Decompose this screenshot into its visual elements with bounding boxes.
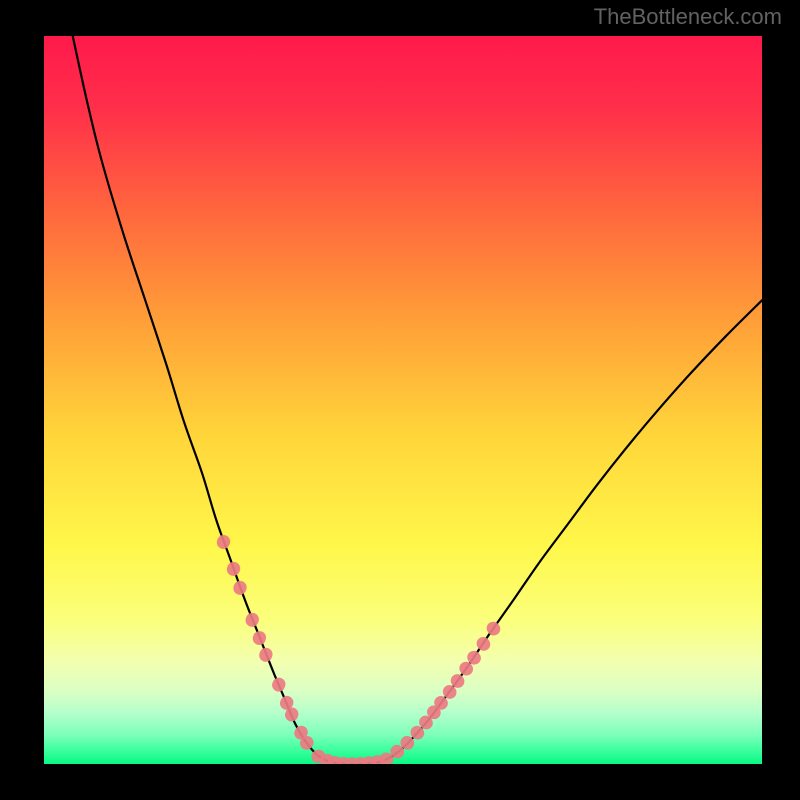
watermark-label: TheBottleneck.com (594, 4, 782, 30)
chart-root: TheBottleneck.com (0, 0, 800, 800)
plot-background (44, 36, 762, 764)
plot-svg (0, 0, 800, 800)
